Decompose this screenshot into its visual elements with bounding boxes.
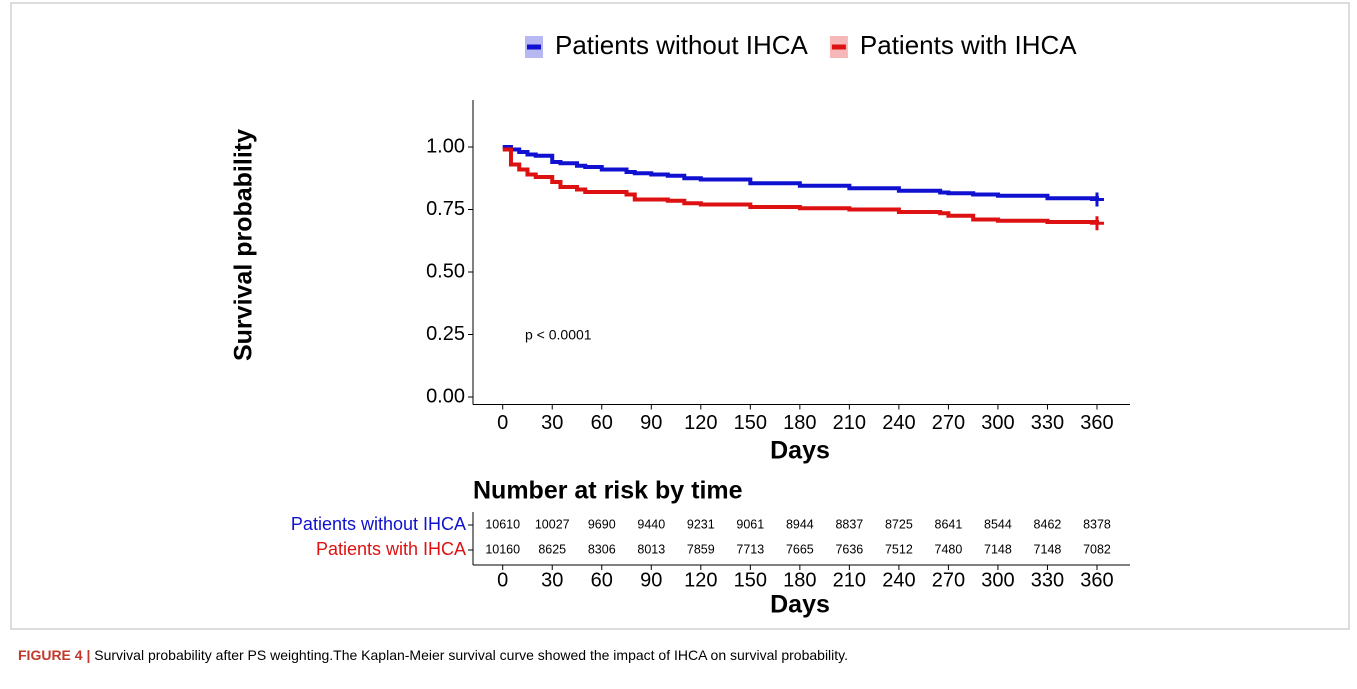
- x-tick-label: 150: [734, 412, 767, 434]
- y-tick-label: 0.50: [426, 260, 465, 282]
- risk-count: 7713: [736, 542, 764, 556]
- risk-count: 8462: [1034, 517, 1062, 531]
- risk-count: 7148: [1034, 542, 1062, 556]
- x-axis-label: Days: [770, 437, 830, 465]
- y-axis-label: Survival probability: [230, 129, 258, 361]
- y-tick-label: 0.25: [426, 323, 465, 345]
- risk-x-tick-label: 360: [1080, 569, 1113, 591]
- risk-count: 8625: [538, 542, 566, 556]
- risk-count: 8725: [885, 517, 913, 531]
- risk-table-title: Number at risk by time: [473, 477, 743, 505]
- risk-count: 9231: [687, 517, 715, 531]
- x-tick-label: 210: [833, 412, 866, 434]
- risk-count: 9440: [637, 517, 665, 531]
- risk-count: 8944: [786, 517, 814, 531]
- caption: FIGURE 4 | Survival probability after PS…: [18, 647, 848, 663]
- risk-x-tick-label: 60: [591, 569, 613, 591]
- risk-row-label: Patients without IHCA: [291, 514, 466, 534]
- x-tick-label: 30: [541, 412, 563, 434]
- risk-count: 10160: [485, 542, 520, 556]
- caption-text: Survival probability after PS weighting.…: [94, 647, 848, 663]
- legend-label: Patients with IHCA: [860, 30, 1077, 60]
- risk-count: 7480: [935, 542, 963, 556]
- risk-count: 8837: [835, 517, 863, 531]
- legend-label: Patients without IHCA: [555, 30, 809, 60]
- x-tick-label: 90: [640, 412, 662, 434]
- risk-x-tick-label: 330: [1031, 569, 1064, 591]
- risk-count: 8378: [1083, 517, 1111, 531]
- x-tick-label: 330: [1031, 412, 1064, 434]
- risk-x-tick-label: 0: [497, 569, 508, 591]
- annotation: p < 0.0001: [525, 327, 592, 343]
- risk-x-tick-label: 180: [783, 569, 816, 591]
- x-tick-label: 270: [932, 412, 965, 434]
- risk-x-label: Days: [770, 591, 830, 619]
- risk-count: 8641: [935, 517, 963, 531]
- risk-count: 8306: [588, 542, 616, 556]
- survival-line: [502, 147, 1099, 224]
- risk-x-tick-label: 210: [833, 569, 866, 591]
- x-tick-label: 240: [882, 412, 915, 434]
- risk-count: 8013: [637, 542, 665, 556]
- risk-row-label: Patients with IHCA: [316, 539, 466, 559]
- risk-count: 9690: [588, 517, 616, 531]
- x-tick-label: 300: [981, 412, 1014, 434]
- censor-mark: [1089, 216, 1104, 231]
- x-tick-label: 360: [1080, 412, 1113, 434]
- risk-count: 10610: [485, 517, 520, 531]
- risk-count: 7512: [885, 542, 913, 556]
- y-tick-label: 0.00: [426, 385, 465, 407]
- risk-x-tick-label: 300: [981, 569, 1014, 591]
- x-tick-label: 120: [684, 412, 717, 434]
- risk-x-tick-label: 270: [932, 569, 965, 591]
- legend-key: [527, 44, 541, 50]
- x-tick-label: 60: [591, 412, 613, 434]
- x-tick-label: 180: [783, 412, 816, 434]
- risk-count: 9061: [736, 517, 764, 531]
- risk-x-tick-label: 150: [734, 569, 767, 591]
- x-tick-label: 0: [497, 412, 508, 434]
- y-tick-label: 1.00: [426, 135, 465, 157]
- caption-label: FIGURE 4 |: [18, 647, 90, 663]
- legend-key: [831, 44, 846, 50]
- risk-x-tick-label: 120: [684, 569, 717, 591]
- risk-count: 7082: [1083, 542, 1111, 556]
- risk-count: 7148: [984, 542, 1012, 556]
- risk-x-tick-label: 240: [882, 569, 915, 591]
- risk-count: 7636: [835, 542, 863, 556]
- risk-x-tick-label: 30: [541, 569, 563, 591]
- risk-x-tick-label: 90: [640, 569, 662, 591]
- risk-count: 7665: [786, 542, 814, 556]
- y-tick-label: 0.75: [426, 198, 465, 220]
- figure-frame: [10, 2, 1350, 630]
- risk-count: 10027: [535, 517, 570, 531]
- censor-mark: [1089, 192, 1104, 207]
- survival-line: [502, 145, 1099, 201]
- risk-count: 7859: [687, 542, 715, 556]
- risk-count: 8544: [984, 517, 1012, 531]
